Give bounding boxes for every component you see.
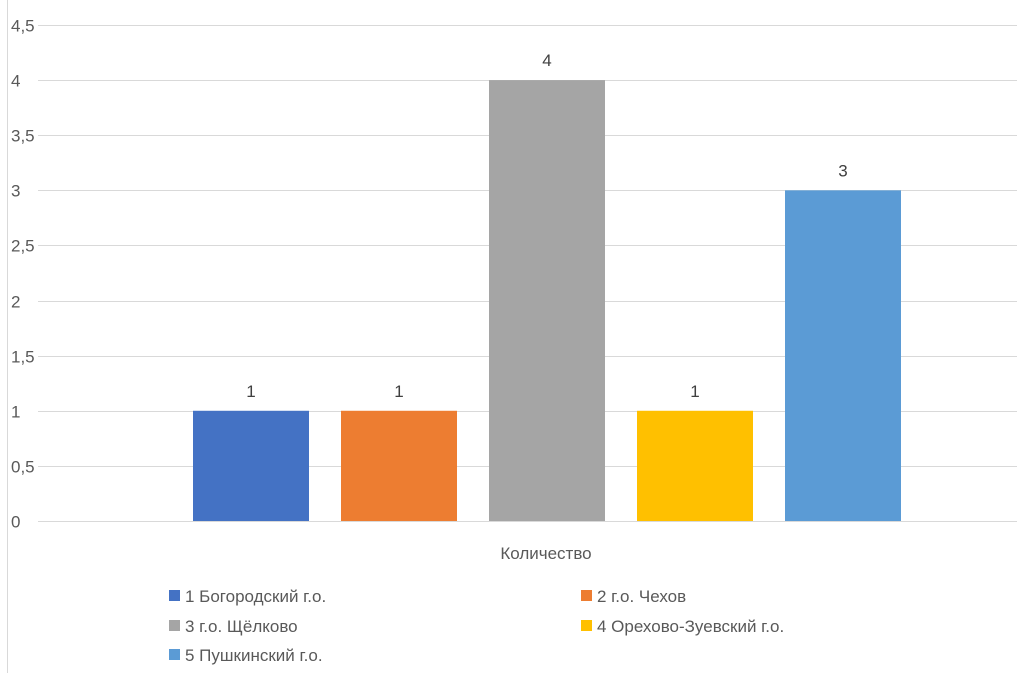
legend-swatch (169, 649, 180, 660)
legend-label: 5 Пушкинский г.о. (185, 646, 323, 665)
y-tick-label: 0,5 (11, 458, 35, 477)
legend-swatch (169, 620, 180, 631)
legend-swatch (581, 590, 592, 601)
data-label: 1 (394, 382, 403, 401)
bar-series-3 (489, 80, 605, 521)
x-axis-category-label: Количество (500, 544, 591, 563)
bar-series-5 (785, 190, 901, 522)
legend-label: 1 Богородский г.о. (185, 587, 326, 606)
y-tick-label: 2,5 (11, 237, 35, 256)
data-label: 1 (690, 382, 699, 401)
y-axis-ticks: 0 0,5 1 1,5 2 2,5 3 3,5 4 4,5 (11, 17, 35, 532)
data-label: 1 (246, 382, 255, 401)
y-tick-label: 2 (11, 293, 20, 312)
legend-label: 3 г.о. Щёлково (185, 617, 298, 636)
data-label: 4 (542, 51, 551, 70)
bar-series-1 (193, 410, 309, 521)
legend-label: 2 г.о. Чехов (597, 587, 686, 606)
y-tick-label: 4,5 (11, 17, 35, 36)
y-tick-label: 1,5 (11, 348, 35, 367)
legend: 1 Богородский г.о. 2 г.о. Чехов 3 г.о. Щёл… (169, 587, 784, 665)
y-tick-label: 3,5 (11, 127, 35, 146)
data-label: 3 (838, 161, 847, 180)
chart-border-left (7, 0, 8, 673)
legend-label: 4 Орехово-Зуевский г.о. (597, 617, 784, 636)
data-labels: 1 1 4 1 3 (246, 51, 847, 401)
legend-swatch (581, 620, 592, 631)
bar-series-2 (341, 410, 457, 521)
legend-swatch (169, 590, 180, 601)
y-tick-label: 0 (11, 513, 20, 532)
bars (193, 80, 901, 522)
y-tick-label: 3 (11, 182, 20, 201)
bar-series-4 (637, 410, 753, 521)
y-tick-label: 1 (11, 403, 20, 422)
y-tick-label: 4 (11, 72, 20, 91)
